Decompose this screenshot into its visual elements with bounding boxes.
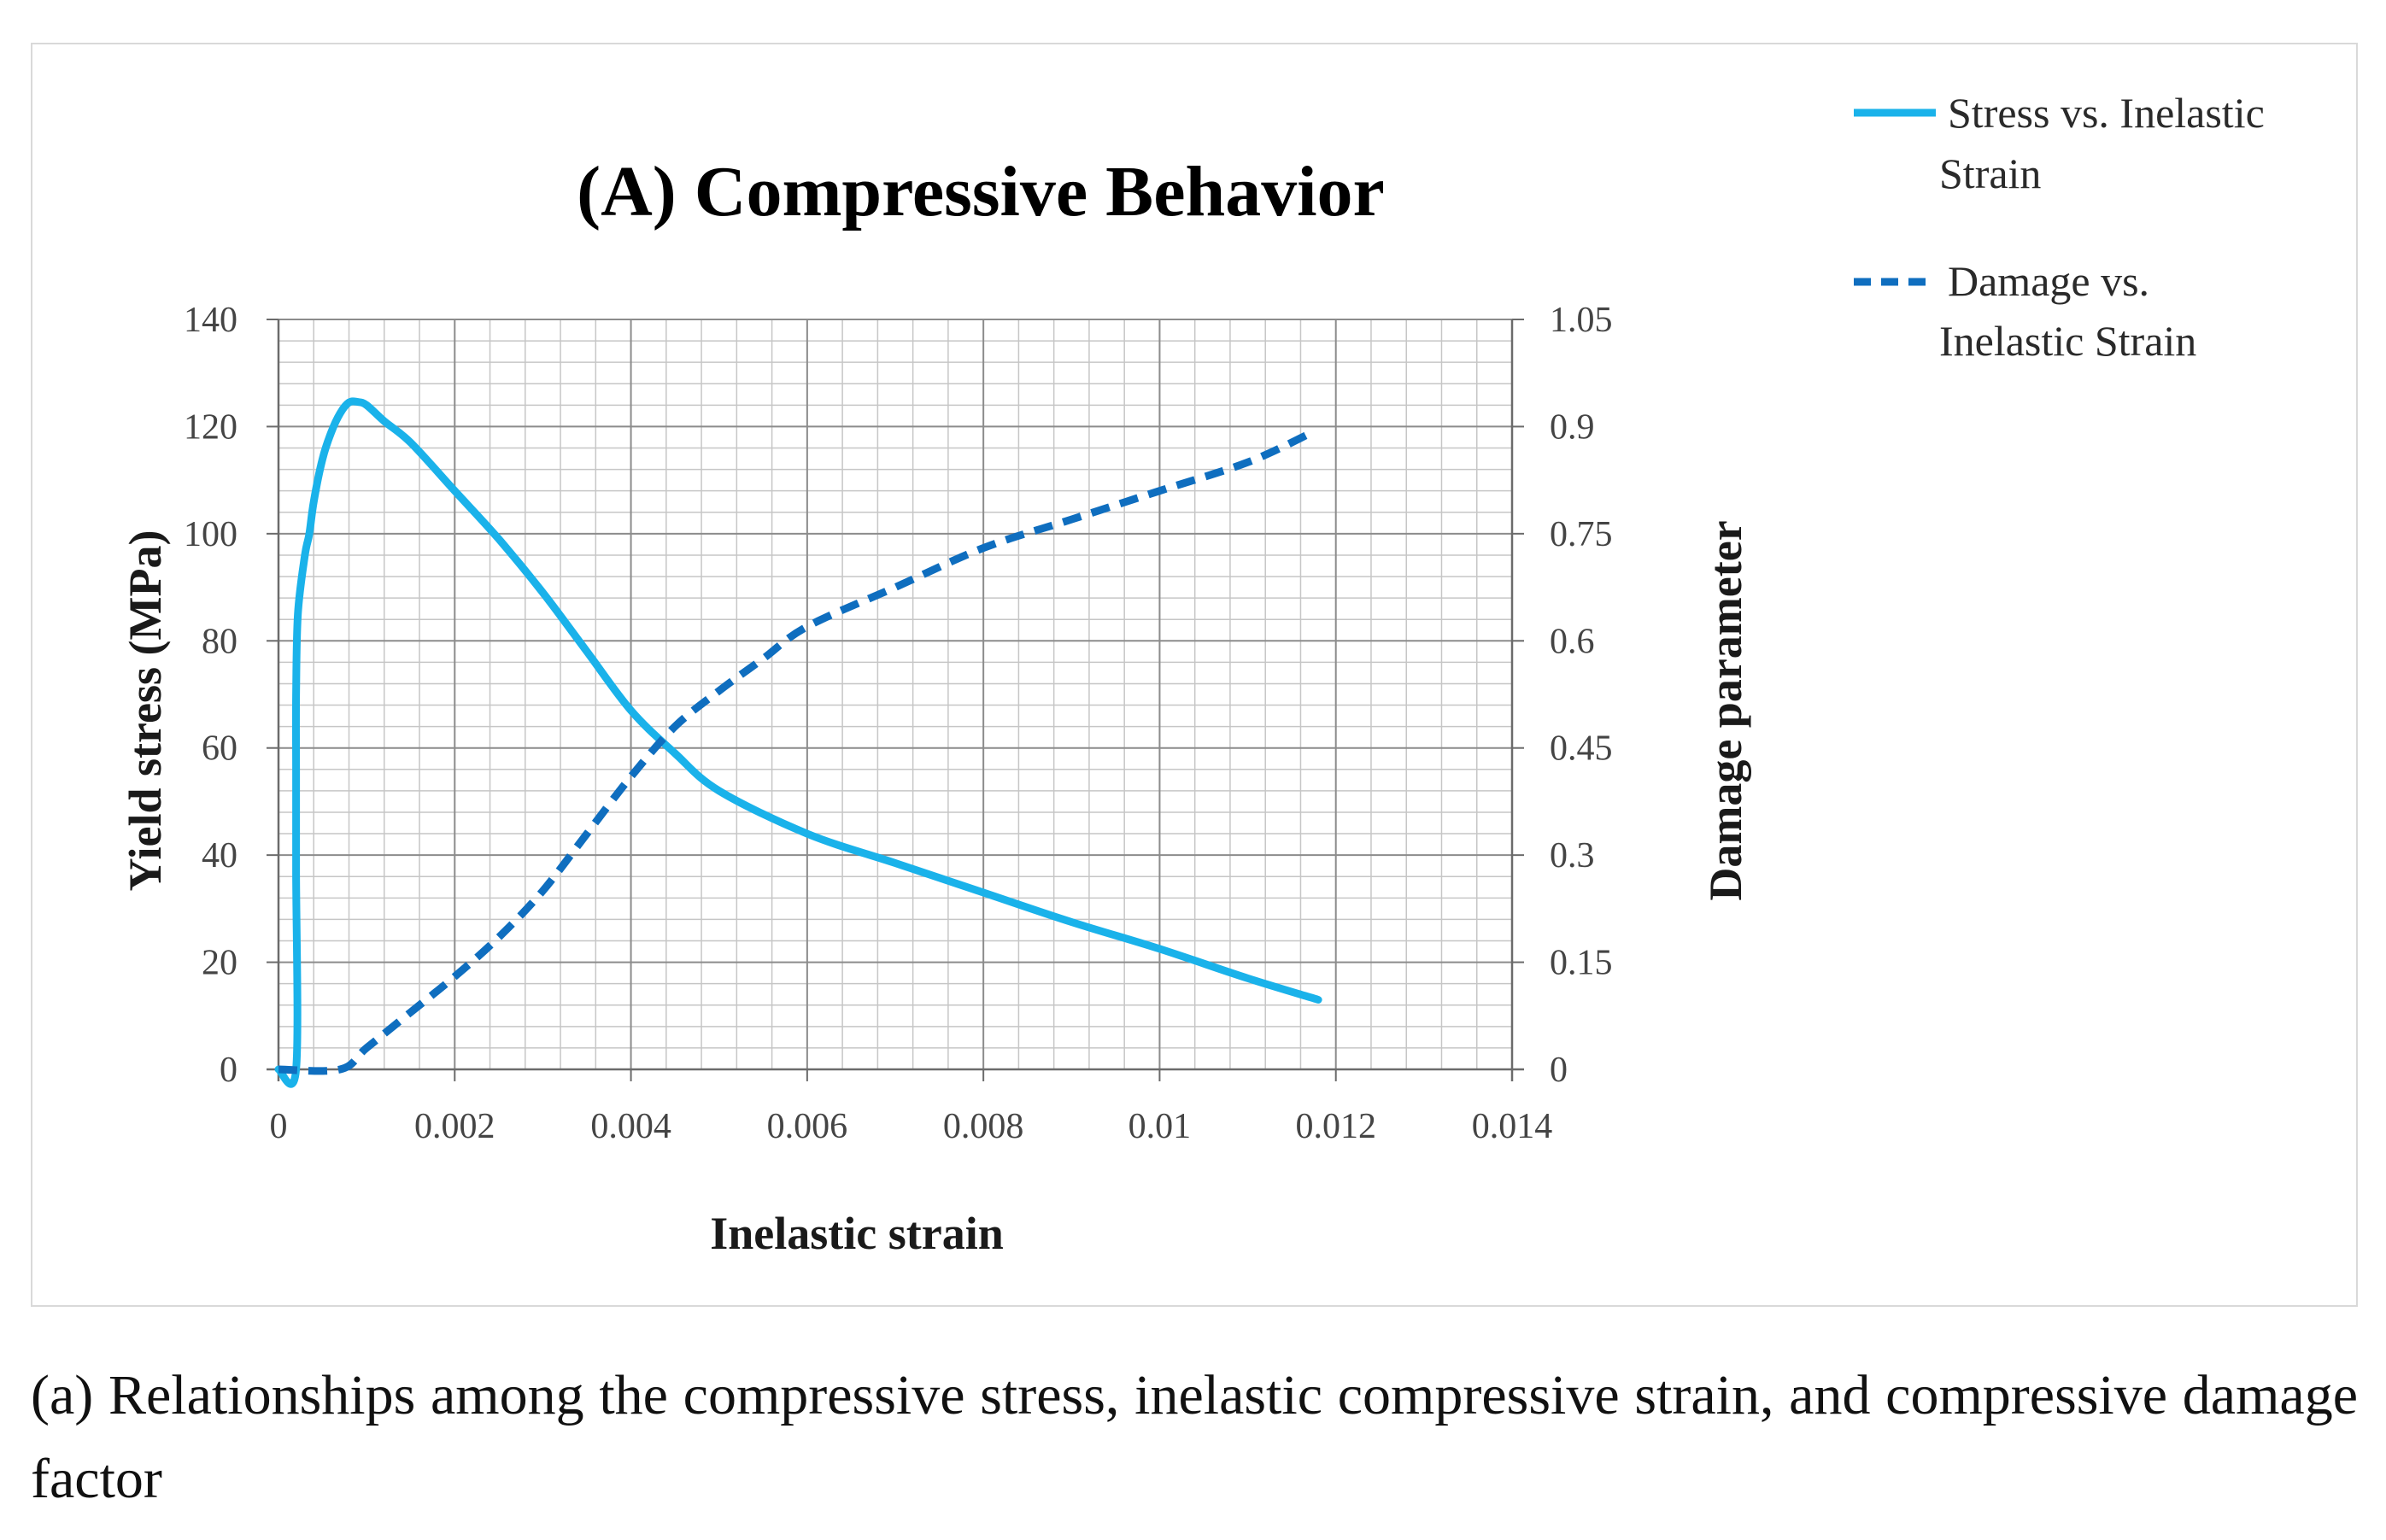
y2-axis-title: Damage parameter [1700,520,1751,900]
y2-tick-label: 0.15 [1550,944,1613,983]
y-axis-ticks: 0 20 40 60 80 100 120 140 [184,301,278,1090]
y2-axis-ticks: 0 0.15 0.3 0.45 0.6 0.75 0.9 1.05 [1512,301,1613,1090]
x-tick-label: 0.002 [414,1107,495,1146]
y2-tick-label: 0 [1550,1051,1568,1090]
y2-tick-label: 0.6 [1550,622,1595,661]
x-tick-label: 0.012 [1295,1107,1376,1146]
y2-tick-label: 0.9 [1550,407,1595,447]
y2-tick-label: 1.05 [1550,301,1613,340]
y-tick-label: 80 [202,622,237,661]
x-tick-label: 0.014 [1472,1107,1553,1146]
legend-label-stress: Stress vs. Inelastic Strain [1939,89,2275,197]
y-tick-label: 140 [184,301,237,340]
legend: Stress vs. Inelastic Strain Damage vs. I… [1854,89,2275,365]
y-tick-label: 100 [184,515,237,554]
y2-tick-label: 0.45 [1550,729,1613,769]
figure-frame: 0 0.002 0.004 0.006 0.008 0.01 0.012 0.014 0 20 4… [31,43,2358,1307]
compressive-behavior-chart: 0 0.002 0.004 0.006 0.008 0.01 0.012 0.014 0 20 4… [120,89,2275,1259]
y-tick-label: 20 [202,944,237,983]
minor-gridlines [278,319,1513,1070]
legend-label-damage: Damage vs. Inelastic Strain [1939,257,2196,365]
major-gridlines [278,319,1513,1070]
series-line-damage [278,430,1311,1075]
y-tick-label: 40 [202,836,237,875]
x-tick-label: 0.01 [1129,1107,1192,1146]
series-line-stress [274,397,1322,1088]
y2-tick-label: 0.75 [1550,515,1613,554]
x-tick-label: 0.008 [943,1107,1024,1146]
chart-axes [267,319,1524,1081]
y-tick-label: 120 [184,407,237,447]
y-tick-label: 60 [202,729,237,769]
series-layer [274,397,1322,1088]
x-tick-label: 0 [270,1107,288,1146]
y-tick-label: 0 [220,1051,237,1090]
x-axis-ticks: 0 0.002 0.004 0.006 0.008 0.01 0.012 0.014 [270,1069,1553,1146]
chart-title: (A) Compressive Behavior [577,152,1385,231]
figure-caption: (a) Relationships among the compressive … [31,1364,2358,1510]
y-axis-title: Yield stress (MPa) [120,530,171,892]
x-tick-label: 0.004 [590,1107,671,1146]
x-tick-label: 0.006 [767,1107,848,1146]
x-axis-title: Inelastic strain [710,1208,1004,1259]
y2-tick-label: 0.3 [1550,836,1595,875]
